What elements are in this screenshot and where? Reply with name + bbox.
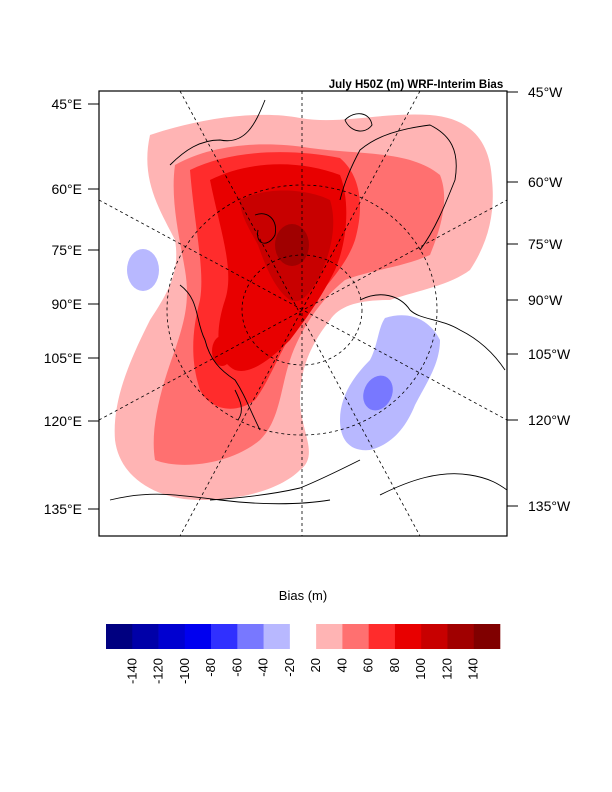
- colorbar-ticks: -140 -120 -100 -80 -60 -40 -20 20 40 60 80 100 120 14…: [124, 658, 480, 684]
- colorbar-swatch: [421, 624, 448, 649]
- left-tick-label: 105°E: [44, 350, 82, 366]
- left-tick-label: 135°E: [44, 501, 82, 517]
- right-tick-label: 135°W: [528, 498, 571, 514]
- colorbar-swatch: [263, 624, 291, 649]
- map-field: [99, 91, 507, 536]
- colorbar-tick-label: -40: [256, 658, 271, 677]
- colorbar-tick-label: -100: [177, 658, 192, 684]
- left-axis: 45°E 60°E 75°E 90°E 105°E 120°E 135°E: [44, 96, 99, 517]
- colorbar-tick-label: 60: [361, 658, 376, 672]
- contour-120: [275, 224, 309, 266]
- colorbar-label: Bias (m): [279, 588, 327, 603]
- left-tick-label: 60°E: [51, 181, 82, 197]
- colorbar-swatch: [342, 624, 369, 649]
- left-tick-label: 120°E: [44, 413, 82, 429]
- colorbar-swatch: [132, 624, 159, 649]
- left-tick-label: 45°E: [51, 96, 82, 112]
- contour-neg40-canada: [363, 375, 393, 411]
- colorbar-swatch: [473, 624, 501, 649]
- colorbar-swatch: [184, 624, 212, 649]
- right-tick-label: 120°W: [528, 412, 571, 428]
- colorbar-tick-label: -80: [203, 658, 218, 677]
- colorbar-swatch: [289, 624, 317, 649]
- colorbar-tick-label: 120: [439, 658, 454, 680]
- colorbar-tick-label: -140: [124, 658, 139, 684]
- colorbar-swatch: [106, 624, 133, 649]
- plot-frame: [98, 90, 508, 537]
- colorbar-tick-label: 100: [413, 658, 428, 680]
- right-tick-label: 105°W: [528, 346, 571, 362]
- colorbar-tick-label: -60: [229, 658, 244, 677]
- colorbar-swatch: [316, 624, 343, 649]
- colorbar-tick-label: 140: [466, 658, 481, 680]
- contour-neg20-west: [127, 249, 159, 291]
- colorbar-tick-label: -120: [151, 658, 166, 684]
- right-tick-label: 75°W: [528, 236, 563, 252]
- left-tick-label: 75°E: [51, 242, 82, 258]
- right-axis: 45°W 60°W 75°W 90°W 105°W 120°W 135°W: [507, 84, 571, 514]
- contour-80-secondary: [212, 336, 232, 366]
- colorbar-swatch: [447, 624, 475, 649]
- left-tick-label: 90°E: [51, 296, 82, 312]
- colorbar-swatch: [368, 624, 396, 649]
- colorbar-tick-label: 20: [308, 658, 323, 672]
- colorbar-swatch: [158, 624, 186, 649]
- coastlines: [109, 99, 507, 505]
- colorbar-swatch: [211, 624, 238, 649]
- chart-title: July H50Z (m) WRF-Interim Bias: [329, 79, 503, 91]
- colorbar-tick-label: 80: [387, 658, 402, 672]
- right-tick-label: 90°W: [528, 292, 563, 308]
- colorbar: [106, 624, 501, 649]
- colorbar-swatch: [394, 624, 422, 649]
- right-tick-label: 45°W: [528, 84, 563, 100]
- graticule: [99, 91, 507, 536]
- right-tick-label: 60°W: [528, 174, 563, 190]
- colorbar-swatch: [237, 624, 264, 649]
- colorbar-tick-label: -20: [282, 658, 297, 677]
- colorbar-tick-label: 40: [334, 658, 349, 672]
